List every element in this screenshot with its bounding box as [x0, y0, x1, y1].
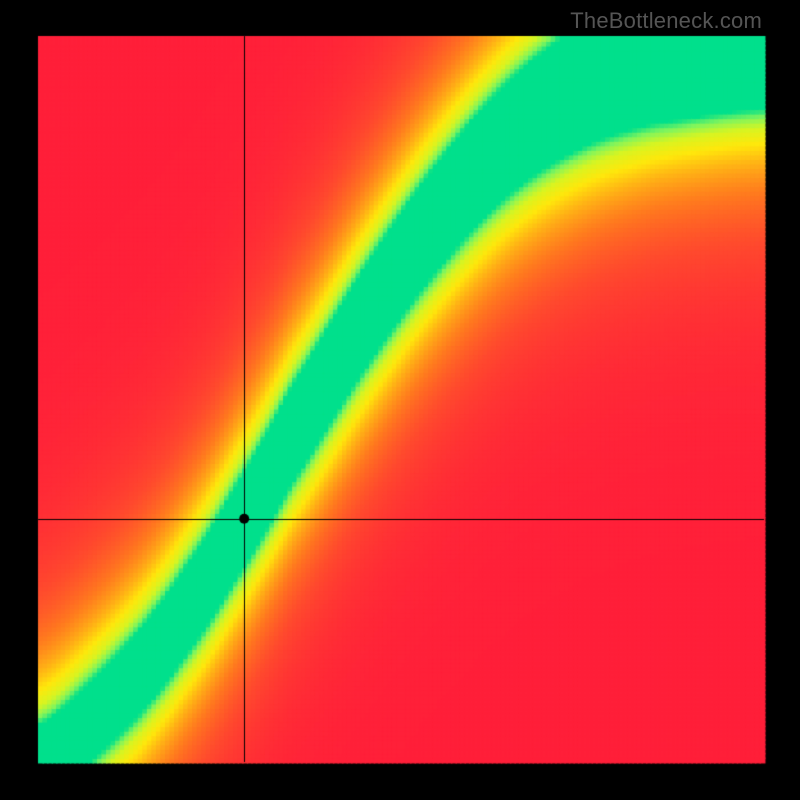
source-watermark: TheBottleneck.com	[570, 8, 762, 34]
crosshair-overlay	[0, 0, 800, 800]
figure-frame: TheBottleneck.com	[0, 0, 800, 800]
